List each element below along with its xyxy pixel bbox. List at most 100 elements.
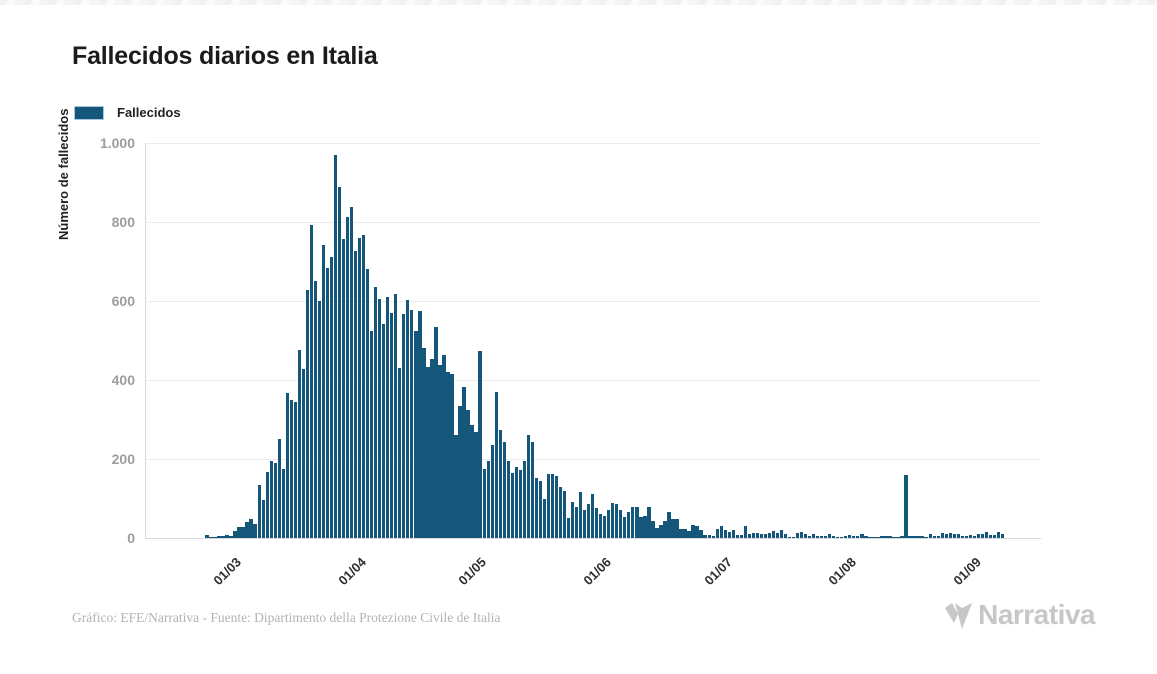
bar bbox=[562, 491, 567, 538]
bar bbox=[940, 532, 944, 538]
bar bbox=[643, 515, 647, 538]
bar bbox=[884, 535, 888, 538]
bar bbox=[297, 350, 301, 538]
bar bbox=[707, 534, 711, 538]
decorative-top-edge bbox=[0, 0, 1157, 5]
bar bbox=[349, 207, 354, 538]
y-tick-label: 600 bbox=[111, 293, 135, 309]
bar bbox=[980, 534, 985, 538]
bar bbox=[699, 530, 703, 538]
bar bbox=[466, 410, 470, 538]
bar bbox=[221, 536, 225, 538]
bar bbox=[402, 314, 406, 538]
x-tick-label: 01/05 bbox=[455, 554, 490, 588]
bar bbox=[257, 485, 261, 538]
bar bbox=[960, 535, 964, 538]
bar bbox=[522, 460, 526, 538]
bar bbox=[361, 235, 366, 538]
bar bbox=[590, 494, 595, 538]
bar bbox=[787, 536, 792, 538]
bar bbox=[683, 528, 687, 538]
bar bbox=[446, 372, 450, 538]
bar bbox=[747, 534, 751, 538]
bar bbox=[454, 435, 458, 538]
bar bbox=[755, 533, 760, 538]
bar bbox=[494, 392, 498, 538]
bar bbox=[233, 530, 237, 538]
y-tick-label: 400 bbox=[111, 372, 135, 388]
x-tick-label: 01/04 bbox=[335, 554, 369, 588]
bar bbox=[442, 354, 446, 538]
bar bbox=[647, 507, 651, 538]
y-axis-title: Número de fallecidos bbox=[56, 108, 71, 240]
brand-name: Narrativa bbox=[978, 599, 1095, 630]
bar bbox=[952, 534, 956, 538]
bar bbox=[651, 520, 655, 538]
bar bbox=[655, 527, 659, 538]
bar bbox=[353, 250, 358, 538]
bar bbox=[426, 366, 430, 538]
bar bbox=[667, 511, 671, 538]
x-tick-label: 01/08 bbox=[825, 554, 860, 588]
bar bbox=[273, 463, 277, 538]
bar bbox=[936, 536, 940, 538]
legend-label: Fallecidos bbox=[117, 105, 181, 120]
bar bbox=[771, 531, 776, 538]
bar bbox=[731, 529, 735, 538]
bar bbox=[482, 469, 486, 538]
bar bbox=[992, 534, 997, 538]
bar bbox=[900, 536, 904, 538]
gridline bbox=[145, 301, 1041, 302]
plot-area bbox=[145, 143, 1041, 539]
legend: Fallecidos bbox=[74, 105, 181, 120]
bar bbox=[623, 517, 627, 538]
bar bbox=[904, 474, 908, 538]
x-axis-line bbox=[145, 538, 1041, 539]
bar bbox=[984, 531, 989, 538]
bar bbox=[872, 537, 876, 538]
bar bbox=[763, 534, 768, 538]
bar bbox=[611, 503, 615, 538]
bar bbox=[639, 517, 643, 538]
bar bbox=[687, 530, 691, 538]
bar bbox=[414, 330, 418, 538]
bar bbox=[896, 536, 900, 538]
y-tick-label: 200 bbox=[111, 451, 135, 467]
bar bbox=[924, 536, 928, 538]
y-tick-label: 1.000 bbox=[99, 135, 135, 151]
bar bbox=[390, 312, 394, 538]
bar bbox=[795, 532, 800, 538]
bar bbox=[514, 467, 518, 538]
bar bbox=[944, 534, 948, 538]
bar bbox=[430, 358, 434, 538]
source-credit: Gráfico: EFE/Narrativa - Fuente: Diparti… bbox=[72, 610, 501, 625]
bar bbox=[534, 477, 539, 538]
bar bbox=[578, 491, 583, 538]
bar bbox=[470, 425, 474, 538]
bar bbox=[832, 535, 836, 538]
bar bbox=[615, 504, 619, 538]
bar bbox=[289, 400, 293, 538]
bar bbox=[675, 518, 679, 538]
bar bbox=[301, 369, 305, 538]
bar bbox=[486, 460, 490, 538]
bar bbox=[546, 474, 551, 538]
bar bbox=[325, 268, 330, 538]
bar bbox=[856, 535, 860, 538]
bar bbox=[305, 290, 310, 538]
bar bbox=[635, 506, 639, 538]
bar bbox=[627, 512, 631, 538]
gridline bbox=[145, 222, 1041, 223]
bar bbox=[526, 434, 530, 538]
bar bbox=[799, 532, 804, 538]
bar bbox=[478, 350, 482, 538]
bar bbox=[510, 472, 514, 538]
gridline bbox=[145, 459, 1041, 460]
narrativa-logo-icon bbox=[945, 603, 973, 629]
bar bbox=[518, 470, 522, 538]
legend-swatch-icon bbox=[74, 105, 104, 120]
bar bbox=[679, 528, 683, 538]
bar bbox=[619, 509, 623, 538]
bar bbox=[418, 310, 422, 538]
bar bbox=[595, 508, 599, 538]
